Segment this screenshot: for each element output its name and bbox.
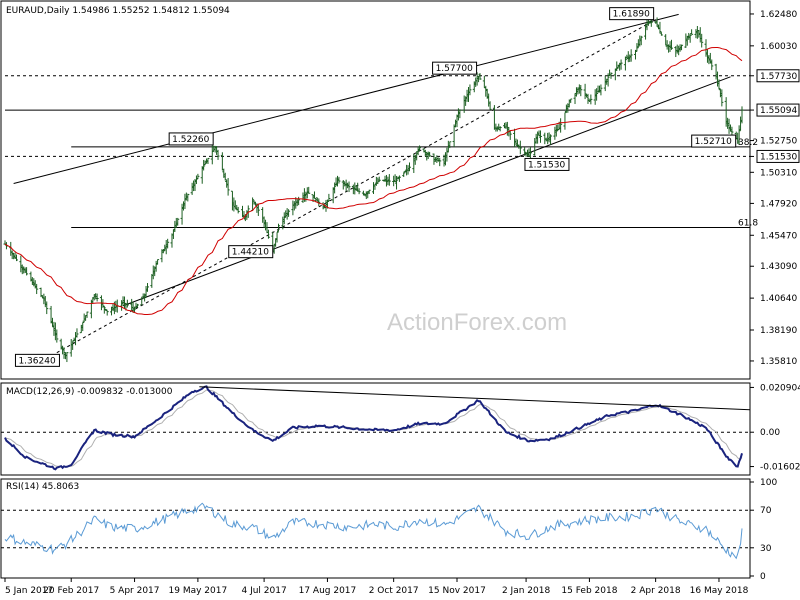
price-annotation-label: 1.51530 <box>528 160 565 170</box>
price-axis-tick-label: 1.57730 <box>760 72 797 82</box>
price-axis-tick-label: 1.38190 <box>760 326 797 336</box>
date-axis-tick-label: 15 Feb 2018 <box>561 586 617 596</box>
price-axis-marker-box <box>756 149 800 163</box>
macd-trend-line <box>199 386 751 411</box>
rsi-panel-frame <box>0 478 751 579</box>
date-axis-tick-label: 5 Apr 2017 <box>110 586 160 596</box>
price-annotation-label: 1.36240 <box>18 356 55 366</box>
date-axis-tick-label: 4 Jul 2017 <box>241 586 286 596</box>
macd-axis-tick-label: -0.016023 <box>760 463 800 473</box>
fib-level-label: 61.8 <box>738 218 758 228</box>
macd-axis-tick-label: 0.00 <box>760 428 780 438</box>
price-axis-tick-label: 1.52750 <box>760 137 797 147</box>
rsi-panel: RSI(14) 45.8063 <box>0 478 751 579</box>
price-annotation-box <box>524 157 570 171</box>
date-axis-tick-label: 19 May 2017 <box>169 586 228 596</box>
rsi-line <box>4 502 743 560</box>
price-annotation-box <box>168 132 214 146</box>
fib-level-label: 38.2 <box>738 138 758 148</box>
date-axis-tick-label: 5 Jan 2017 <box>5 586 53 596</box>
rsi-axis-tick-label: 30 <box>760 544 772 554</box>
price-annotation-box <box>14 353 60 367</box>
price-annotation-box <box>691 134 737 148</box>
price-axis-tick-label: 1.35810 <box>760 357 797 367</box>
date-axis-tick-label: 2 Oct 2017 <box>369 586 419 596</box>
macd-axis: 0.020904 0.00 -0.016023 <box>750 383 800 473</box>
macd-label: MACD(12,26,9) -0.009832 -0.013000 <box>6 387 173 397</box>
price-axis-tick-label: 1.47920 <box>760 199 797 209</box>
price-axis: 1.62480 1.60030 1.57730 1.55094 1.52750 1.515… <box>750 10 800 367</box>
date-axis-tick-label: 20 Feb 2017 <box>43 586 99 596</box>
price-axis-marker-box <box>756 103 800 117</box>
date-axis-tick-label: 17 Aug 2017 <box>299 586 357 596</box>
rsi-axis-tick-label: 70 <box>760 506 772 516</box>
rsi-axis: 100 70 30 0 <box>750 478 777 582</box>
price-panel: ActionForex.com 1.61890 1.57700 1.52260 1.5… <box>0 0 758 380</box>
rsi-plot-area <box>1 502 750 560</box>
price-annotation-label: 1.52260 <box>172 135 209 145</box>
price-axis-tick-label: 1.51530 <box>760 152 797 162</box>
price-annotation-label: 1.61890 <box>613 10 650 20</box>
price-axis-tick-label: 1.62480 <box>760 10 797 20</box>
price-annotation-label: 1.57700 <box>436 64 473 74</box>
price-axis-tick-label: 1.45470 <box>760 231 797 241</box>
price-axis-tick-label: 1.60030 <box>760 42 797 52</box>
price-axis-tick-label: 1.50310 <box>760 168 797 178</box>
date-axis-tick-label: 15 Nov 2017 <box>428 586 486 596</box>
price-axis-marker-box <box>756 69 800 83</box>
price-annotation-box <box>609 7 655 21</box>
rsi-axis-tick-label: 0 <box>760 572 766 582</box>
price-axis-tick-label: 1.43090 <box>760 262 797 272</box>
price-axis-tick-label: 1.55094 <box>760 106 797 116</box>
date-axis-tick-label: 2 Jan 2018 <box>502 586 550 596</box>
macd-axis-tick-label: 0.020904 <box>760 383 800 393</box>
price-panel-frame <box>0 0 751 380</box>
price-plot-area: 1.61890 1.57700 1.52260 1.51530 1.52710 1.442… <box>3 7 758 367</box>
rsi-label: RSI(14) 45.8063 <box>6 482 79 492</box>
macd-panel: MACD(12,26,9) -0.009832 -0.013000 <box>0 382 751 476</box>
macd-plot-area <box>1 385 751 471</box>
watermark: ActionForex.com <box>387 309 567 336</box>
date-axis-tick-label: 2 Apr 2018 <box>631 586 681 596</box>
price-annotation-label: 1.44210 <box>232 248 269 258</box>
chart-header: EURAUD,Daily 1.54986 1.55252 1.54812 1.5… <box>6 6 230 16</box>
price-annotation-box <box>228 245 274 259</box>
moving-average-line <box>4 47 743 315</box>
macd-main-line <box>4 385 743 471</box>
trend-line <box>122 76 731 307</box>
price-annotation-label: 1.52710 <box>695 137 732 147</box>
price-axis-tick-label: 1.40640 <box>760 294 797 304</box>
rsi-axis-tick-label: 100 <box>760 478 777 488</box>
date-axis-tick-label: 16 May 2018 <box>690 586 749 596</box>
trend-line <box>13 13 679 184</box>
price-annotation-box <box>432 61 478 75</box>
